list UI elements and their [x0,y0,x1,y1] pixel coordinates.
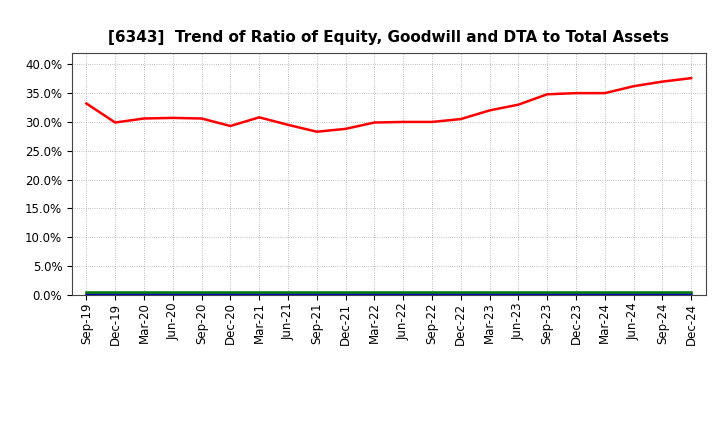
Deferred Tax Assets [485,289,494,294]
Deferred Tax Assets [600,289,609,294]
Goodwill [687,291,696,296]
Goodwill [514,291,523,296]
Equity [485,108,494,113]
Deferred Tax Assets [82,289,91,294]
Equity [312,129,321,134]
Equity [255,115,264,120]
Deferred Tax Assets [514,289,523,294]
Deferred Tax Assets [284,289,292,294]
Deferred Tax Assets [197,289,206,294]
Goodwill [572,291,580,296]
Equity [428,119,436,125]
Goodwill [428,291,436,296]
Goodwill [312,291,321,296]
Equity [370,120,379,125]
Deferred Tax Assets [543,289,552,294]
Goodwill [111,291,120,296]
Title: [6343]  Trend of Ratio of Equity, Goodwill and DTA to Total Assets: [6343] Trend of Ratio of Equity, Goodwil… [108,29,670,45]
Deferred Tax Assets [370,289,379,294]
Goodwill [226,291,235,296]
Equity [658,79,667,84]
Goodwill [197,291,206,296]
Equity [572,91,580,96]
Equity [600,91,609,96]
Deferred Tax Assets [341,289,350,294]
Deferred Tax Assets [226,289,235,294]
Equity [514,102,523,107]
Equity [226,123,235,128]
Deferred Tax Assets [658,289,667,294]
Deferred Tax Assets [428,289,436,294]
Goodwill [82,291,91,296]
Goodwill [399,291,408,296]
Equity [284,122,292,128]
Goodwill [485,291,494,296]
Equity [543,92,552,97]
Deferred Tax Assets [255,289,264,294]
Equity [687,76,696,81]
Equity [456,117,465,122]
Deferred Tax Assets [111,289,120,294]
Goodwill [658,291,667,296]
Equity [629,84,638,89]
Goodwill [284,291,292,296]
Equity [111,120,120,125]
Goodwill [456,291,465,296]
Equity [197,116,206,121]
Equity [140,116,148,121]
Goodwill [370,291,379,296]
Deferred Tax Assets [629,289,638,294]
Deferred Tax Assets [168,289,177,294]
Deferred Tax Assets [572,289,580,294]
Goodwill [168,291,177,296]
Deferred Tax Assets [456,289,465,294]
Goodwill [341,291,350,296]
Equity [341,126,350,132]
Goodwill [140,291,148,296]
Goodwill [255,291,264,296]
Line: Equity: Equity [86,78,691,132]
Equity [399,119,408,125]
Equity [168,115,177,121]
Deferred Tax Assets [399,289,408,294]
Goodwill [629,291,638,296]
Goodwill [543,291,552,296]
Goodwill [600,291,609,296]
Deferred Tax Assets [687,289,696,294]
Equity [82,101,91,106]
Deferred Tax Assets [140,289,148,294]
Deferred Tax Assets [312,289,321,294]
